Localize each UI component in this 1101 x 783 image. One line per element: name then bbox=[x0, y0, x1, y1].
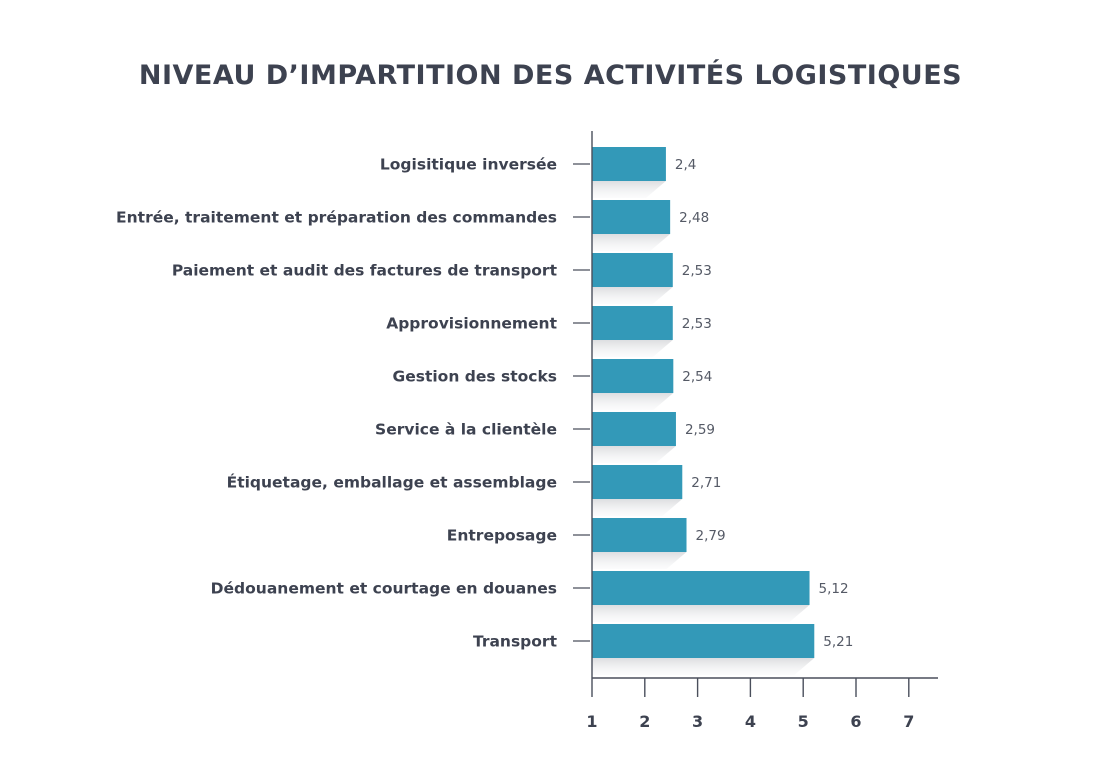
bars bbox=[592, 147, 815, 658]
value-label: 2,54 bbox=[682, 369, 712, 385]
x-tick-label: 4 bbox=[745, 712, 756, 731]
bar bbox=[592, 306, 673, 340]
bar-shadow bbox=[592, 605, 810, 622]
bar-shadow bbox=[592, 658, 815, 675]
value-label: 2,4 bbox=[675, 157, 696, 173]
category-label: Approvisionnement bbox=[386, 315, 557, 333]
bar bbox=[592, 518, 687, 552]
x-tick-label: 2 bbox=[639, 712, 650, 731]
bar-shadow bbox=[592, 393, 674, 410]
axes: 1 2 3 4 5 6 7 bbox=[573, 131, 938, 731]
bar-shadows bbox=[592, 181, 815, 675]
bar bbox=[592, 147, 666, 181]
value-label: 2,53 bbox=[682, 316, 712, 332]
bar-shadow bbox=[592, 499, 683, 516]
x-tick-label: 7 bbox=[903, 712, 914, 731]
chart-title: NIVEAU D’IMPARTITION DES ACTIVITÉS LOGIS… bbox=[138, 60, 963, 91]
bar bbox=[592, 465, 683, 499]
category-label: Paiement et audit des factures de transp… bbox=[172, 262, 558, 280]
bar-shadow bbox=[592, 181, 666, 198]
category-label: Étiquetage, emballage et assemblage bbox=[227, 473, 557, 492]
bar-shadow bbox=[592, 234, 671, 251]
value-label: 2,48 bbox=[679, 210, 709, 226]
category-label: Gestion des stocks bbox=[393, 368, 558, 386]
bar-shadow bbox=[592, 340, 673, 357]
bar bbox=[592, 571, 810, 605]
value-label: 5,12 bbox=[819, 581, 849, 597]
value-labels: 2,4 2,48 2,53 2,53 2,54 2,59 2,71 2,79 5,12 5,21 bbox=[675, 157, 853, 650]
x-tick-label: 1 bbox=[586, 712, 597, 731]
value-label: 5,21 bbox=[823, 634, 853, 650]
value-label: 2,53 bbox=[682, 263, 712, 279]
x-tick-label: 3 bbox=[692, 712, 703, 731]
bar-shadow bbox=[592, 287, 673, 304]
value-label: 2,71 bbox=[691, 475, 721, 491]
bar bbox=[592, 253, 673, 287]
bar bbox=[592, 200, 671, 234]
category-label: Logisitique inversée bbox=[380, 156, 557, 174]
bar-shadow bbox=[592, 446, 676, 463]
category-label: Entreposage bbox=[447, 527, 557, 545]
value-label: 2,79 bbox=[696, 528, 726, 544]
category-labels: Logisitique inversée Entrée, traitement e… bbox=[116, 156, 558, 651]
x-tick-label: 5 bbox=[798, 712, 809, 731]
bar bbox=[592, 624, 815, 658]
x-tick-label: 6 bbox=[850, 712, 861, 731]
bar-shadow bbox=[592, 552, 687, 569]
category-label: Service à la clientèle bbox=[375, 421, 557, 439]
category-label: Dédouanement et courtage en douanes bbox=[211, 580, 557, 598]
bar bbox=[592, 412, 676, 446]
category-label: Transport bbox=[473, 633, 558, 651]
bar bbox=[592, 359, 674, 393]
category-label: Entrée, traitement et préparation des co… bbox=[116, 209, 557, 227]
value-label: 2,59 bbox=[685, 422, 715, 438]
